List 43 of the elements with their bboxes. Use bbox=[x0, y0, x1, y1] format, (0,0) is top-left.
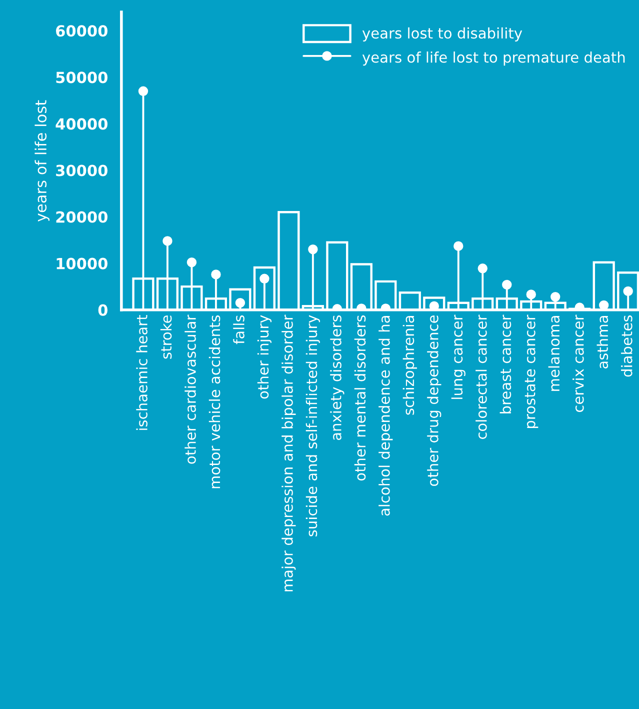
y-tick-label: 50000 bbox=[56, 72, 108, 84]
x-tick-label: melanoma bbox=[548, 316, 560, 391]
x-tick-label: other drug dependence bbox=[427, 315, 442, 486]
y-tick-label: 20000 bbox=[56, 211, 108, 223]
point bbox=[478, 264, 488, 274]
point bbox=[186, 258, 197, 268]
x-tick-label: suicide and self-inflicted injury bbox=[306, 315, 320, 536]
x-tick-label: ischaemic heart bbox=[136, 315, 148, 430]
y-tick-label: 40000 bbox=[56, 118, 108, 130]
x-tick-label: stroke bbox=[160, 315, 172, 359]
x-tick-label: prostate cancer bbox=[524, 314, 538, 428]
x-tick-label: diabetes bbox=[621, 315, 632, 377]
x-tick-label: cervix cancer bbox=[572, 314, 584, 412]
legend-label: years lost to disability bbox=[362, 27, 522, 42]
y-tick-label: 30000 bbox=[56, 164, 108, 176]
point bbox=[502, 280, 512, 290]
point bbox=[138, 86, 148, 96]
y-tick-label: 0 bbox=[98, 304, 108, 316]
point bbox=[454, 241, 464, 251]
y-axis-title: years of life lost bbox=[34, 100, 50, 222]
legend-label: years of life lost to premature death bbox=[362, 52, 625, 66]
x-tick-label: major depression and bipolar disorder bbox=[282, 314, 296, 592]
x-tick-label: other mental disorders bbox=[354, 315, 366, 481]
x-tick-label: colorectal cancer bbox=[476, 314, 487, 439]
x-tick-label: breast cancer bbox=[500, 314, 512, 414]
point bbox=[526, 290, 536, 300]
x-tick-label: lung cancer bbox=[451, 314, 466, 399]
x-tick-label: schizophrenia bbox=[402, 316, 417, 415]
x-tick-label: other cardiovascular bbox=[184, 314, 196, 464]
x-tick-label: motor vehicle accidents bbox=[208, 315, 220, 488]
x-tick-label: falls bbox=[233, 315, 244, 344]
point bbox=[260, 274, 270, 284]
x-tick-label: anxiety disorders bbox=[330, 315, 344, 440]
x-tick-label: asthma bbox=[596, 316, 608, 368]
x-tick-label: other injury bbox=[257, 315, 272, 399]
point bbox=[308, 244, 318, 254]
x-tick-label: alcohol dependence and ha bbox=[378, 316, 393, 516]
point bbox=[598, 300, 609, 310]
point bbox=[211, 270, 221, 280]
y-tick-label: 60000 bbox=[56, 25, 108, 37]
point bbox=[162, 236, 172, 246]
point bbox=[550, 292, 560, 302]
y-tick-label: 10000 bbox=[56, 258, 108, 270]
